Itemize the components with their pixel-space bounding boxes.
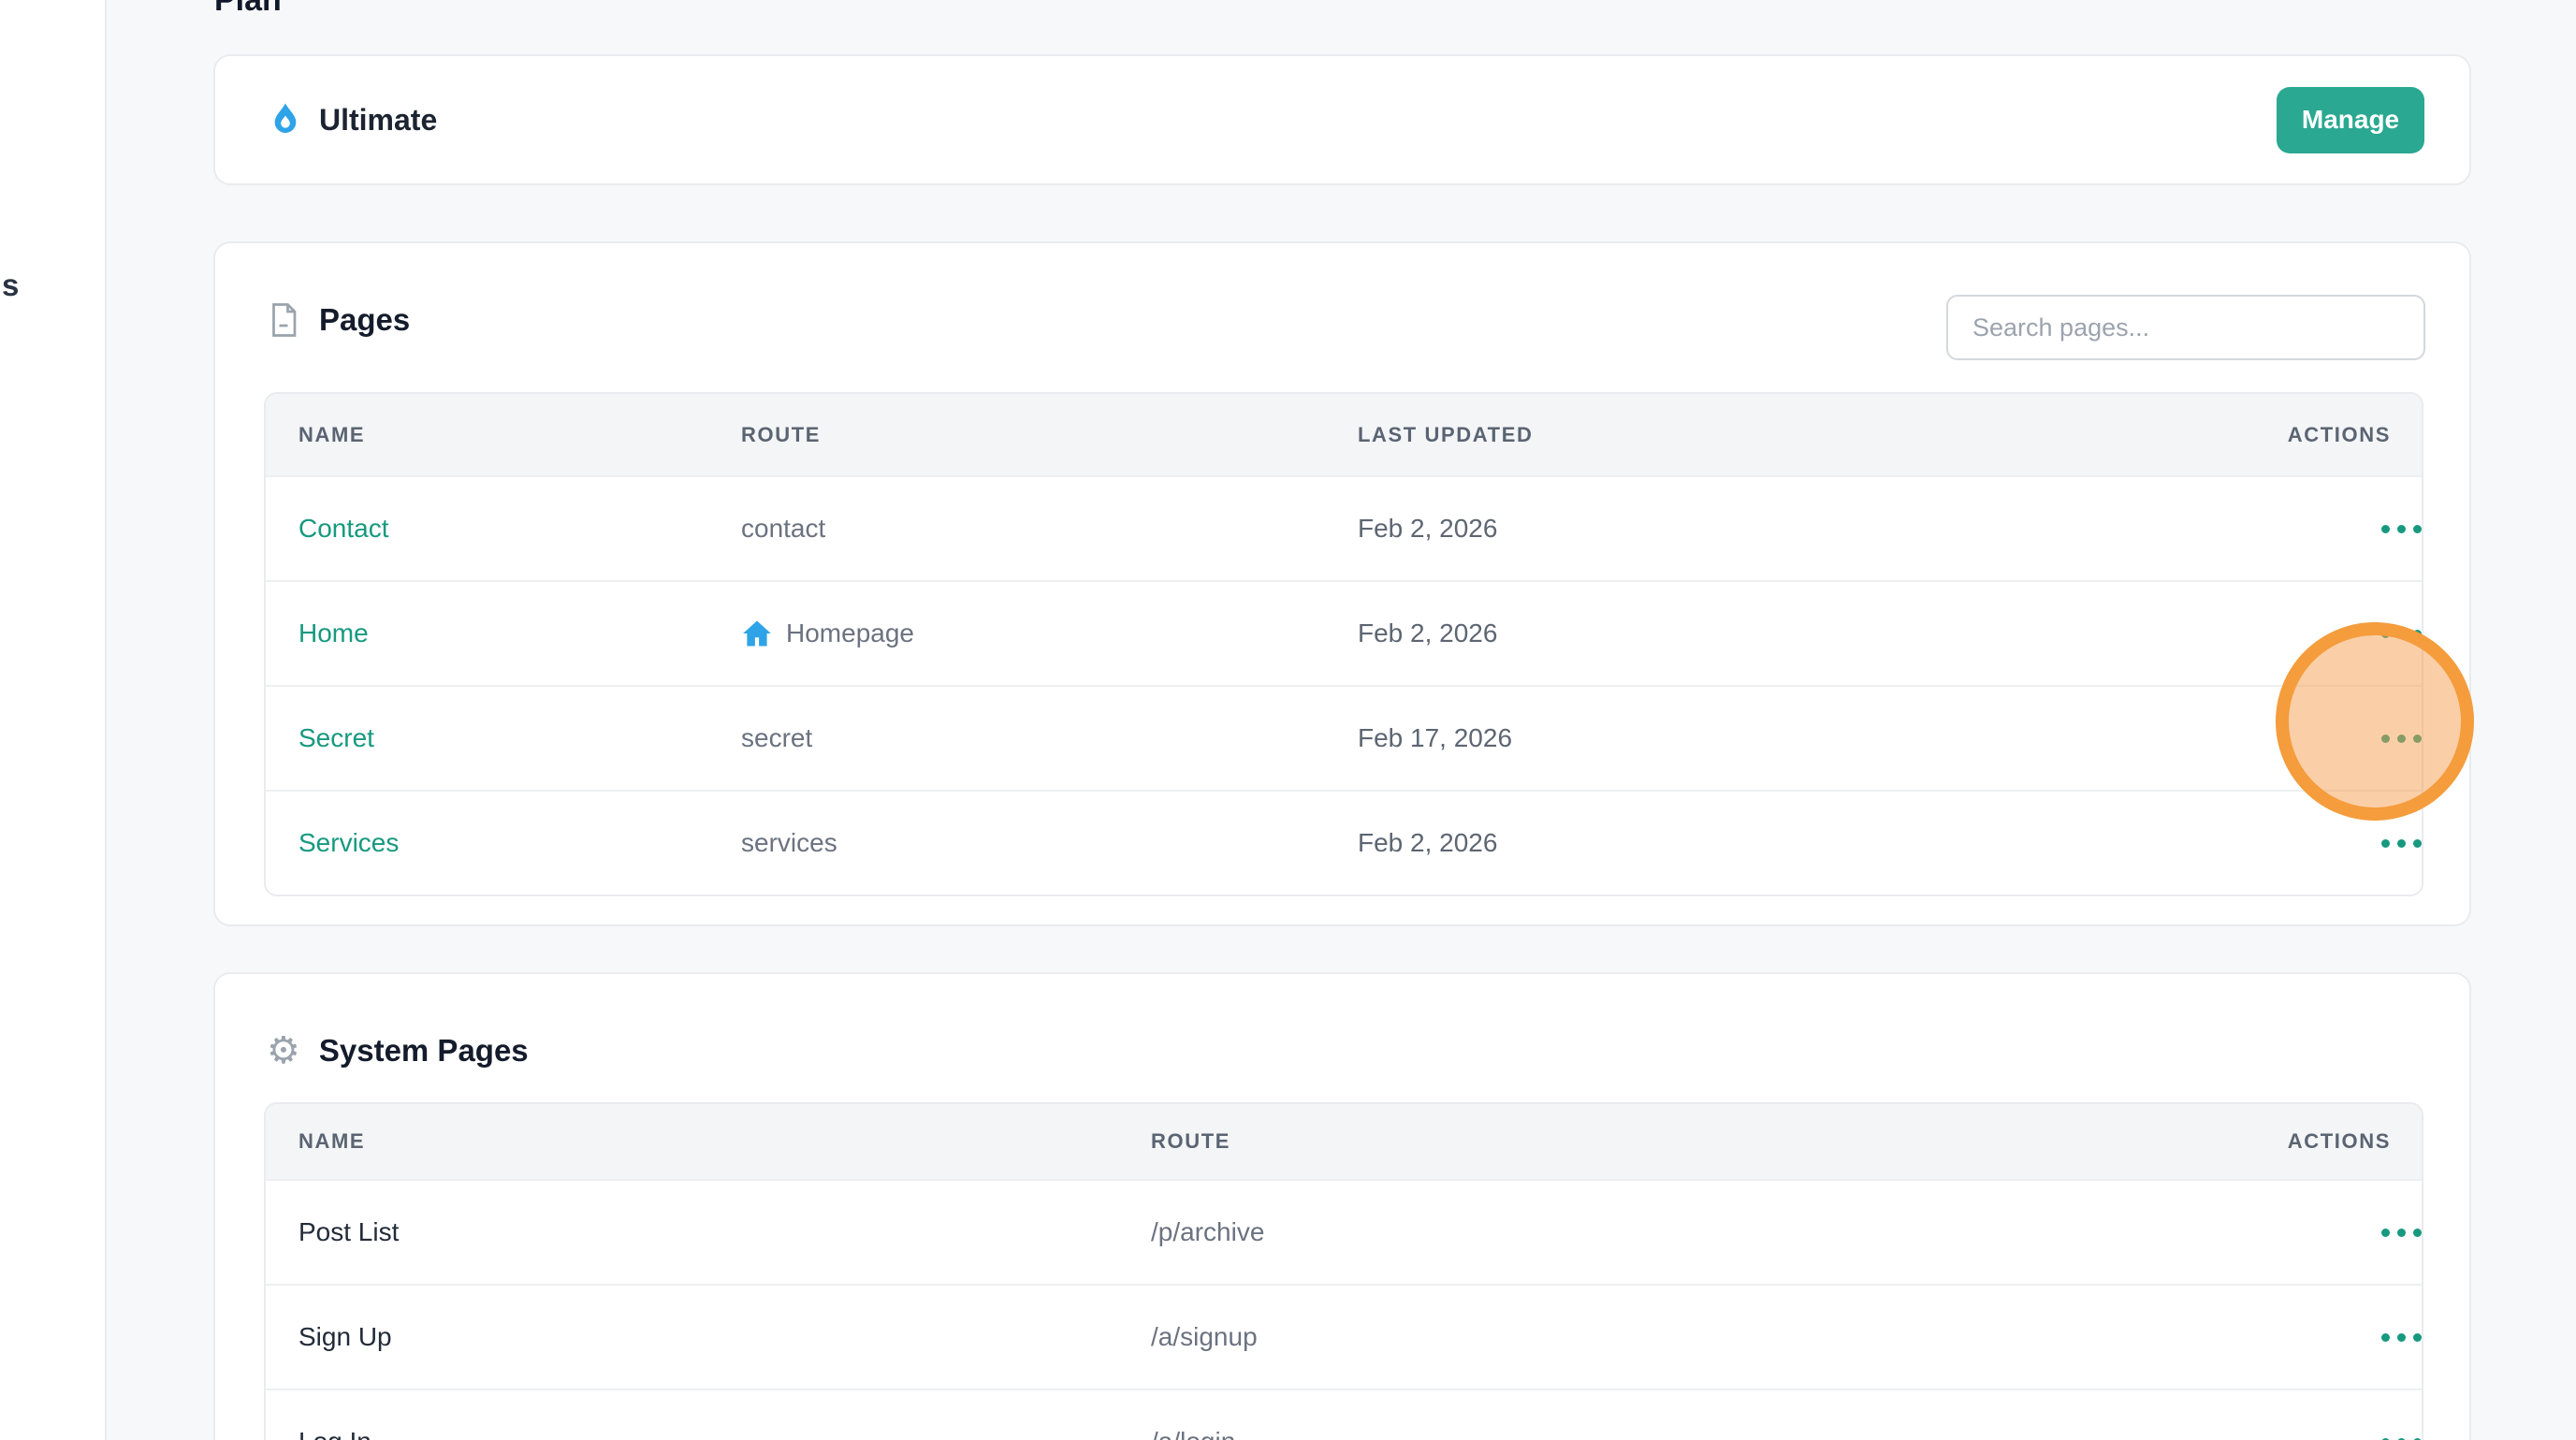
system-table-body: Post List /p/archive Sign Up /a/signup L… [266,1179,2422,1440]
pages-card: Pages NAME ROUTE LAST UPDATED ACTIONS Co… [213,241,2471,926]
system-pages-title: System Pages [318,1033,529,1068]
table-row-contact: Contact contact Feb 2, 2026 [266,475,2422,580]
manage-button[interactable]: Manage [2277,86,2424,153]
route-value: Homepage [786,618,914,647]
table-row-sign-up: Sign Up /a/signup [266,1284,2422,1389]
column-header-name: NAME [298,1129,366,1153]
system-page-name: Log In [266,1427,1151,1440]
ellipsis-icon [2381,1223,2422,1243]
gear-icon: ⚙ [267,1030,300,1071]
pages-table-header: NAME ROUTE LAST UPDATED ACTIONS [266,394,2422,475]
ellipsis-icon [2381,834,2422,853]
row-actions-button[interactable] [2381,1217,2422,1248]
table-row-secret: Secret secret Feb 17, 2026 [266,685,2422,790]
page-link-contact[interactable]: Contact [298,514,389,543]
last-updated-value: Feb 17, 2026 [1358,723,1513,752]
table-row-post-list: Post List /p/archive [266,1179,2422,1284]
system-page-name: Sign Up [298,1322,392,1351]
route-value: secret [741,723,813,752]
column-header-actions: ACTIONS [2287,1129,2391,1153]
page-link-services[interactable]: Services [298,828,400,857]
pages-table-body: Contact contact Feb 2, 2026 Home Homepag… [266,475,2422,895]
flame-icon [274,103,297,133]
row-actions-button[interactable] [2381,1322,2422,1353]
column-header-name: NAME [298,422,366,446]
last-updated-value: Feb 2, 2026 [1358,618,1498,647]
ellipsis-icon [2381,1433,2422,1440]
route-value: /a/login [1151,1427,2244,1440]
pages-card-header: Pages [267,301,410,339]
last-updated-value: Feb 2, 2026 [1358,514,1498,543]
route-value: /a/signup [1151,1322,1258,1351]
column-header-last-updated: LAST UPDATED [1358,422,1534,446]
column-header-route: ROUTE [741,422,821,446]
route-value: /p/archive [1151,1217,1265,1246]
row-actions-button[interactable] [2381,514,2422,545]
sidebar-item-label-cutoff: s [2,268,20,302]
sidebar-sliver: s [0,0,107,1440]
column-header-actions: ACTIONS [2287,422,2391,446]
system-page-name: Post List [298,1217,400,1246]
route-value: contact [741,514,826,543]
route-value: services [741,828,837,857]
table-row-services: Services services Feb 2, 2026 [266,790,2422,895]
ellipsis-icon [2381,519,2422,539]
home-icon [743,620,771,647]
page-link-secret[interactable]: Secret [298,723,374,752]
row-actions-button[interactable] [2381,1427,2422,1440]
ellipsis-icon [2381,1328,2422,1347]
plan-card: Ultimate Manage [213,54,2471,185]
page-link-home[interactable]: Home [298,618,369,647]
system-pages-table: NAME ROUTE ACTIONS Post List /p/archive … [264,1102,2423,1440]
table-row-home: Home Homepage Feb 2, 2026 [266,580,2422,685]
document-icon [272,303,297,337]
system-table-header: NAME ROUTE ACTIONS [266,1104,2422,1179]
row-actions-button[interactable] [2381,828,2422,859]
plan-section-heading: Plan [214,0,282,18]
column-header-route: ROUTE [1151,1129,1230,1153]
system-pages-card: ⚙ System Pages NAME ROUTE ACTIONS Post L… [213,972,2471,1440]
last-updated-value: Feb 2, 2026 [1358,828,1498,857]
search-pages-input[interactable] [1946,295,2425,360]
table-row-log-in: Log In /a/login [266,1389,2422,1440]
plan-name: Ultimate [319,102,438,137]
plan-info: Ultimate [267,101,437,138]
system-pages-card-header: ⚙ System Pages [267,1032,529,1069]
pages-title: Pages [319,302,411,337]
pages-table: NAME ROUTE LAST UPDATED ACTIONS Contact … [264,392,2423,896]
click-highlight-circle [2276,622,2474,821]
